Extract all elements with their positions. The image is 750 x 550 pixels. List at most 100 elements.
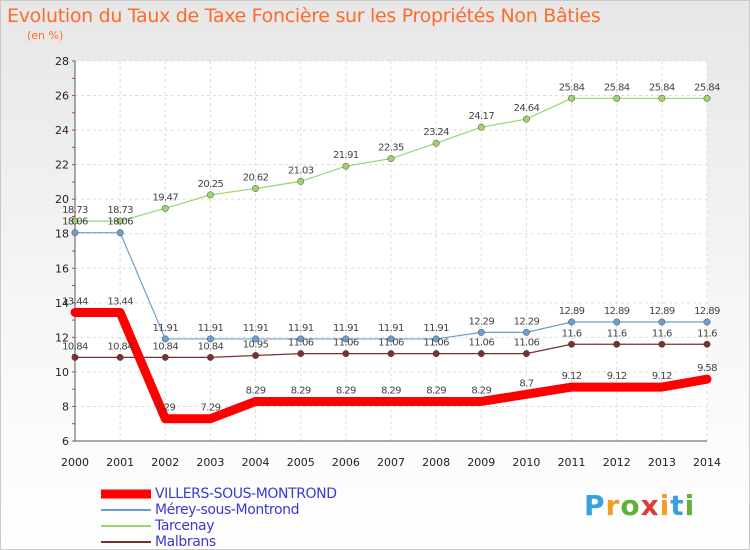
data-label: 7.29	[200, 403, 220, 414]
y-tick-label: 10	[55, 366, 69, 379]
data-label: 11.91	[423, 323, 449, 334]
data-label: 18.73	[62, 205, 88, 216]
y-tick-label: 8	[62, 400, 69, 413]
data-label: 19.47	[152, 192, 178, 203]
data-point	[613, 340, 621, 348]
data-label: 12.89	[559, 306, 585, 317]
data-point	[477, 350, 485, 358]
data-point	[71, 353, 79, 361]
data-point	[297, 350, 305, 358]
data-point	[477, 328, 485, 336]
data-point	[480, 400, 483, 403]
data-label: 21.03	[288, 165, 314, 176]
legend-label: Tarcenay	[155, 518, 215, 534]
y-tick-label: 14	[55, 297, 69, 310]
data-label: 20.62	[243, 172, 269, 183]
data-point	[613, 94, 621, 102]
data-label: 8.29	[381, 385, 401, 396]
data-label: 11.6	[607, 328, 627, 339]
data-label: 11.6	[562, 328, 582, 339]
legend-swatch	[101, 525, 151, 527]
data-point	[161, 204, 169, 212]
data-label: 12.29	[514, 316, 540, 327]
x-tick-label: 2005	[287, 456, 315, 469]
data-label: 11.91	[198, 323, 224, 334]
x-tick-label: 2014	[693, 456, 721, 469]
data-label: 8.29	[426, 385, 446, 396]
x-tick-label: 2010	[512, 456, 540, 469]
data-label: 13.44	[107, 296, 133, 307]
data-point	[432, 139, 440, 147]
data-label: 11.91	[243, 323, 269, 334]
data-label: 23.24	[423, 127, 449, 138]
legend-label: Malbrans	[155, 534, 216, 550]
logo-letter: i	[659, 489, 671, 522]
x-tick-label: 2004	[242, 456, 270, 469]
data-label: 20.25	[198, 179, 224, 190]
x-tick-label: 2008	[422, 456, 450, 469]
data-label: 9.12	[607, 371, 627, 382]
data-point	[387, 350, 395, 358]
data-point	[390, 400, 392, 403]
data-label: 11.06	[468, 338, 494, 349]
x-tick-label: 2002	[151, 456, 179, 469]
data-point	[297, 335, 305, 343]
data-label: 11.91	[152, 323, 178, 334]
data-point	[432, 335, 440, 343]
data-point	[116, 229, 124, 237]
data-point	[525, 393, 528, 396]
data-label: 11.06	[333, 338, 359, 349]
data-label: 8.29	[291, 385, 311, 396]
y-tick-label: 26	[55, 90, 69, 103]
data-label: 24.64	[514, 103, 540, 114]
data-label: 8.29	[246, 385, 266, 396]
data-point	[206, 353, 214, 361]
data-label: 25.84	[604, 82, 630, 93]
plot-area	[75, 61, 707, 441]
data-label: 11.6	[697, 328, 717, 339]
x-tick-label: 2007	[377, 456, 405, 469]
data-label: 12.89	[694, 306, 720, 317]
data-point	[206, 191, 214, 199]
data-label: 10.95	[243, 340, 269, 351]
data-point	[387, 335, 395, 343]
data-label: 24.17	[468, 111, 494, 122]
logo-letter: i	[684, 489, 696, 522]
logo-letter: r	[605, 489, 621, 522]
data-label: 18.73	[107, 205, 133, 216]
data-label: 11.6	[652, 328, 672, 339]
logo-letter: P	[584, 489, 606, 522]
data-point	[116, 217, 124, 225]
x-tick-label: 2003	[196, 456, 224, 469]
data-point	[297, 177, 305, 185]
data-label: 21.91	[333, 150, 359, 161]
x-tick-label: 2000	[61, 456, 89, 469]
proxiti-logo: Proxiti	[584, 489, 695, 522]
data-label: 9.12	[562, 371, 582, 382]
data-point	[615, 386, 618, 389]
legend-swatch	[101, 541, 151, 543]
data-point	[568, 340, 576, 348]
data-label: 13.44	[62, 296, 88, 307]
data-label: 11.91	[333, 323, 359, 334]
data-label: 12.89	[649, 306, 675, 317]
data-label: 7.29	[155, 403, 175, 414]
data-point	[522, 328, 530, 336]
x-tick-label: 2011	[558, 456, 586, 469]
data-label: 18.06	[62, 217, 88, 228]
data-label: 10.84	[152, 341, 178, 352]
data-point	[613, 318, 621, 326]
y-tick-label: 16	[55, 262, 69, 275]
y-tick-label: 20	[55, 193, 69, 206]
data-point	[74, 311, 76, 314]
data-label: 18.06	[107, 217, 133, 228]
data-point	[206, 335, 214, 343]
data-label: 12.89	[604, 306, 630, 317]
data-point	[706, 378, 708, 381]
data-point	[522, 350, 530, 358]
data-point	[254, 400, 257, 403]
data-point	[342, 350, 350, 358]
data-label: 11.06	[423, 338, 449, 349]
logo-letter: o	[620, 489, 641, 522]
